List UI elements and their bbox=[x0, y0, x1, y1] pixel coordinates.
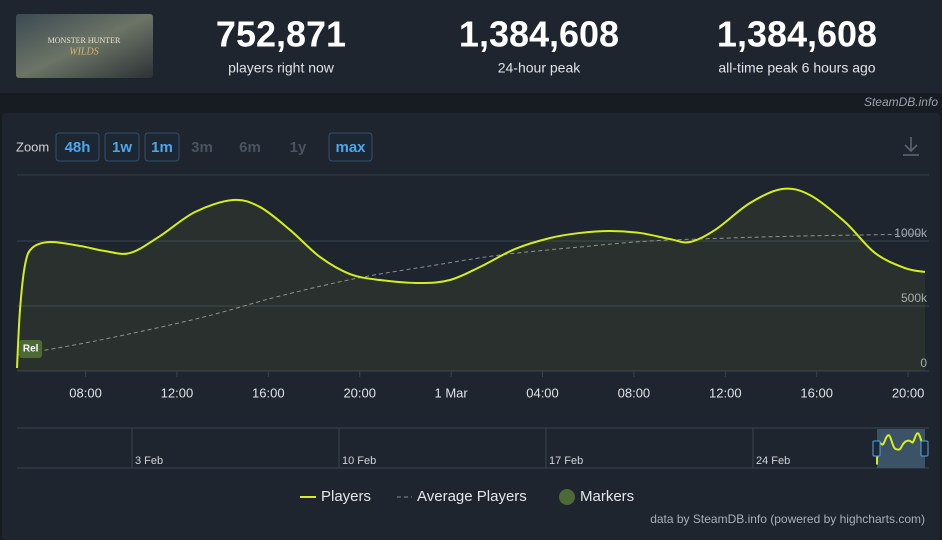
marker-label: Rel bbox=[23, 344, 39, 355]
stat-value: 1,384,608 bbox=[459, 14, 619, 55]
zoom-button: 3m bbox=[191, 139, 213, 156]
x-tick-label: 1 Mar bbox=[435, 385, 469, 400]
zoom-button-label: 1y bbox=[290, 139, 307, 156]
source: SteamDB.info bbox=[864, 95, 938, 109]
zoom-button-label: 1m bbox=[151, 139, 173, 156]
x-tick-label: 16:00 bbox=[252, 385, 285, 400]
zoom-button: 1y bbox=[290, 139, 307, 156]
zoom-button-box bbox=[104, 132, 140, 162]
zoom-button-label: 6m bbox=[239, 139, 261, 156]
y-tick-label: 500k bbox=[901, 291, 928, 305]
stats: 752,871 players right now 1,384,608 24-hour… bbox=[216, 14, 877, 76]
download-icon[interactable] bbox=[903, 137, 919, 156]
x-tick-label: 16:00 bbox=[800, 385, 833, 400]
x-tick-label: 04:00 bbox=[526, 385, 559, 400]
x-tick-label: 08:00 bbox=[69, 385, 102, 400]
chart-panel bbox=[2, 113, 940, 540]
stat-value: 1,384,608 bbox=[717, 14, 877, 55]
logo-text: MONSTER HUNTER bbox=[48, 36, 121, 45]
zoom-button[interactable]: 1w bbox=[104, 132, 140, 162]
x-tick-label: 20:00 bbox=[892, 385, 925, 400]
stat-value: 752,871 bbox=[216, 14, 346, 55]
stat-label: players right now bbox=[228, 60, 335, 76]
zoom-button-label: 48h bbox=[65, 139, 91, 156]
zoom-button-box bbox=[328, 132, 373, 162]
zoom-label: Zoom bbox=[16, 139, 49, 154]
zoom-buttons: 48h 1w 1m 3m 6m 1y max bbox=[55, 132, 373, 162]
zoom-button-box bbox=[55, 132, 100, 162]
logo-text: WILDS bbox=[69, 46, 98, 57]
legend-symbol bbox=[559, 489, 575, 505]
legend-label: Markers bbox=[580, 488, 634, 505]
y-tick-label: 1000k bbox=[894, 226, 928, 240]
y-tick-label: 0 bbox=[920, 356, 927, 370]
zoom-button: 6m bbox=[239, 139, 261, 156]
legend: Players Average Players Markers bbox=[300, 488, 634, 505]
credit: data by SteamDB.info (powered by highcha… bbox=[650, 512, 925, 526]
navigator-label: 3 Feb bbox=[135, 455, 163, 467]
x-tick-label: 08:00 bbox=[618, 385, 651, 400]
zoom-button[interactable]: 48h bbox=[55, 132, 100, 162]
x-tick-label: 12:00 bbox=[709, 385, 742, 400]
zoom-button[interactable]: max bbox=[328, 132, 373, 162]
plot: 0 500k 1000k 08:00 12:00 16:00 20:00 1 Mar 04:00… bbox=[16, 174, 929, 400]
stat-label: 24-hour peak bbox=[498, 60, 582, 76]
navigator: 3 Feb 10 Feb 17 Feb 24 Feb bbox=[17, 427, 929, 469]
x-tick-label: 20:00 bbox=[343, 385, 376, 400]
navigator-line bbox=[876, 432, 926, 465]
zoom-button-label: 3m bbox=[191, 139, 213, 156]
series-line bbox=[16, 233, 926, 356]
stat-label: all-time peak 6 hours ago bbox=[718, 60, 875, 76]
zoom-button[interactable]: 1m bbox=[144, 132, 180, 162]
navigator-label: 17 Feb bbox=[549, 455, 583, 467]
series-line bbox=[16, 187, 926, 369]
navigator-handle[interactable] bbox=[872, 440, 881, 457]
game-logo bbox=[16, 14, 153, 78]
marker-box bbox=[19, 340, 43, 358]
navigator-label: 10 Feb bbox=[342, 455, 376, 467]
navigator-handle[interactable] bbox=[920, 440, 929, 457]
legend-label: Players bbox=[321, 488, 371, 505]
zoom-button-box bbox=[144, 132, 180, 162]
x-tick-label: 12:00 bbox=[161, 385, 194, 400]
zoom-button-label: 1w bbox=[112, 139, 132, 156]
navigator-label: 24 Feb bbox=[756, 455, 790, 467]
marker[interactable]: Rel bbox=[19, 340, 43, 358]
zoom-button-label: max bbox=[335, 139, 366, 156]
header-panel bbox=[0, 0, 942, 93]
legend-label: Average Players bbox=[417, 488, 527, 505]
series-line-area bbox=[17, 188, 925, 371]
